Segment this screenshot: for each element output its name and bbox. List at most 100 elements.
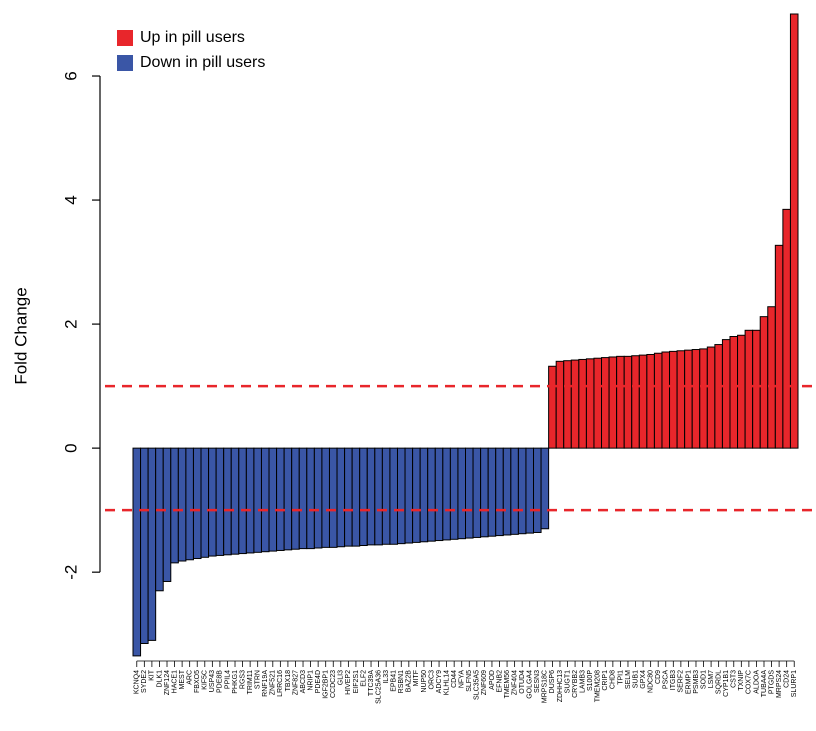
bar: [661, 351, 671, 449]
x-tick-label: CST3: [731, 670, 738, 688]
bar: [276, 447, 285, 551]
x-tick-label: TMEM56: [504, 670, 511, 699]
bar: [684, 349, 693, 449]
bar: [412, 447, 421, 543]
x-tick-label: SLC25A36: [375, 670, 382, 704]
x-tick-label: STRN: [255, 670, 262, 689]
y-tick-label: 2: [61, 319, 80, 328]
x-tick-label: PSMB3: [693, 670, 700, 694]
y-tick-label: 6: [61, 71, 80, 80]
bar: [570, 359, 580, 449]
x-tick-label: SLURP1: [791, 670, 798, 697]
x-tick-label: FBXO5: [194, 670, 201, 693]
x-tick-label: SUGT1: [564, 670, 571, 693]
bar: [404, 447, 414, 544]
x-tick-label: CYP1B1: [723, 670, 730, 697]
x-tick-label: ZNF609: [481, 670, 488, 695]
bar: [782, 208, 791, 449]
bar: [525, 447, 535, 534]
x-tick-label: NRIP1: [307, 670, 314, 691]
legend-swatch: [117, 30, 133, 46]
x-tick-label: PPIL4: [224, 670, 231, 689]
bar: [253, 447, 262, 553]
x-tick-label: TMEM208: [595, 670, 602, 702]
bar: [185, 447, 194, 561]
bar: [140, 447, 149, 644]
bar: [465, 447, 474, 539]
x-tick-label: SLC35A5: [474, 670, 481, 700]
x-tick-label: CD44: [451, 670, 458, 688]
bar: [759, 316, 769, 449]
bar: [691, 349, 701, 449]
x-tick-label: ABCD3: [300, 670, 307, 693]
bar: [268, 447, 278, 552]
bar: [631, 355, 640, 449]
x-tick-label: SUB1: [632, 670, 639, 688]
x-tick-label: ZDHHC13: [557, 670, 564, 702]
x-tick-label: TBX18: [285, 670, 292, 692]
x-tick-label: NDC80: [647, 670, 654, 693]
y-tick-label: 4: [61, 195, 80, 204]
x-tick-label: NUP50: [421, 670, 428, 693]
bar: [313, 447, 323, 549]
bar: [298, 447, 308, 550]
bar: [585, 358, 595, 449]
x-tick-label: MRPS24: [776, 670, 783, 698]
bar: [540, 447, 550, 530]
legend-label: Down in pill users: [140, 54, 265, 71]
x-tick-label: MITF: [413, 670, 420, 686]
bar: [676, 350, 686, 449]
bar: [344, 447, 353, 547]
y-axis-label: Fold Change: [11, 287, 30, 384]
x-tick-label: RSBN1: [398, 670, 405, 693]
x-tick-label: SLFN5: [466, 670, 473, 692]
bar: [548, 365, 557, 449]
bar: [374, 447, 383, 546]
y-tick-label: 0: [61, 443, 80, 452]
x-tick-label: CCDC23: [330, 670, 337, 698]
bar: [699, 348, 708, 449]
bar: [623, 355, 633, 449]
x-tick-label: ZNF124: [164, 670, 171, 695]
x-tick-label: ZNF521: [270, 670, 277, 695]
bar: [638, 354, 648, 449]
bar: [366, 447, 376, 546]
x-tick-label: LRRC16: [277, 670, 284, 697]
x-tick-label: KIT: [149, 669, 156, 681]
x-tick-label: ZNF404: [511, 670, 518, 695]
y-tick-label: -2: [61, 565, 80, 580]
x-tick-label: GLI3: [338, 670, 345, 685]
bar: [721, 339, 731, 449]
bar: [593, 357, 603, 449]
bar: [563, 360, 572, 449]
x-tick-label: OTUD4: [519, 670, 526, 694]
x-tick-label: SELM: [625, 670, 632, 689]
bar: [381, 447, 391, 545]
bar: [744, 329, 754, 449]
x-tick-label: PTGDS: [768, 670, 775, 694]
bar: [132, 447, 142, 657]
bar: [359, 447, 368, 547]
x-tick-label: TTC39A: [368, 670, 375, 696]
bar: [480, 447, 489, 538]
bar: [200, 447, 210, 558]
x-tick-label: DLK1: [156, 670, 163, 688]
bar: [533, 447, 542, 533]
x-tick-label: SQRDL: [715, 670, 722, 694]
bar: [442, 447, 451, 541]
bar: [208, 447, 217, 557]
bar: [306, 447, 315, 550]
x-tick-label: ORC3: [428, 670, 435, 690]
bar: [419, 447, 429, 543]
x-tick-label: CD24: [784, 670, 791, 688]
x-tick-label: HACE1: [171, 670, 178, 693]
x-tick-label: CRYBB2: [572, 670, 579, 698]
bar: [457, 447, 466, 540]
bar: [389, 447, 398, 545]
x-tick-label: RGS3: [239, 670, 246, 689]
x-tick-label: TRIM11: [247, 670, 254, 694]
x-tick-label: ERMP1: [685, 670, 692, 694]
x-tick-label: RNF19A: [262, 670, 269, 697]
bar: [260, 447, 270, 553]
bar: [706, 346, 716, 449]
